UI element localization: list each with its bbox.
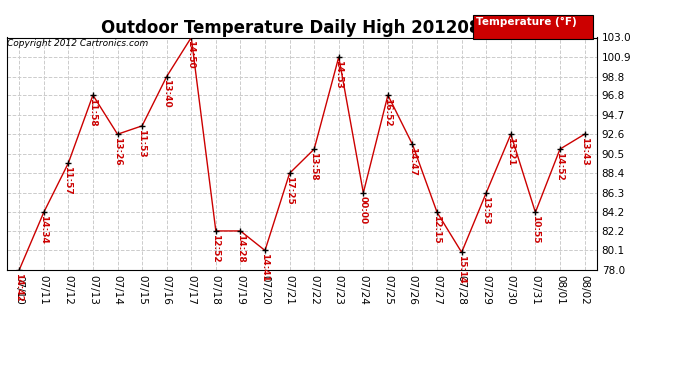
Text: 14:50: 14:50	[186, 40, 195, 69]
Text: 16:52: 16:52	[383, 98, 392, 127]
Text: 12:52: 12:52	[211, 234, 220, 262]
Text: 13:43: 13:43	[580, 137, 589, 166]
Text: 14:42: 14:42	[14, 273, 23, 302]
Text: 13:53: 13:53	[482, 196, 491, 224]
Title: Outdoor Temperature Daily High 20120803: Outdoor Temperature Daily High 20120803	[101, 20, 503, 38]
Text: 14:28: 14:28	[235, 234, 244, 262]
Text: 14:47: 14:47	[408, 147, 417, 176]
Text: 14:53: 14:53	[334, 60, 343, 88]
Text: Copyright 2012 Cartronics.com: Copyright 2012 Cartronics.com	[7, 39, 148, 48]
Text: 10:55: 10:55	[531, 215, 540, 244]
Text: 15:14: 15:14	[457, 255, 466, 284]
Text: 12:15: 12:15	[432, 215, 441, 244]
Text: 17:25: 17:25	[285, 176, 294, 205]
Text: 13:26: 13:26	[112, 137, 121, 166]
Text: 11:53: 11:53	[137, 129, 146, 157]
Text: 11:57: 11:57	[63, 166, 72, 195]
Text: 13:58: 13:58	[309, 152, 318, 180]
Text: 14:41: 14:41	[260, 253, 269, 282]
Text: 00:00: 00:00	[359, 196, 368, 224]
Text: 13:40: 13:40	[162, 80, 171, 108]
Text: 14:52: 14:52	[555, 152, 564, 181]
Text: Temperature (°F): Temperature (°F)	[476, 17, 577, 27]
Text: 14:34: 14:34	[39, 215, 48, 244]
Text: 11:58: 11:58	[88, 98, 97, 127]
Text: 13:21: 13:21	[506, 137, 515, 166]
